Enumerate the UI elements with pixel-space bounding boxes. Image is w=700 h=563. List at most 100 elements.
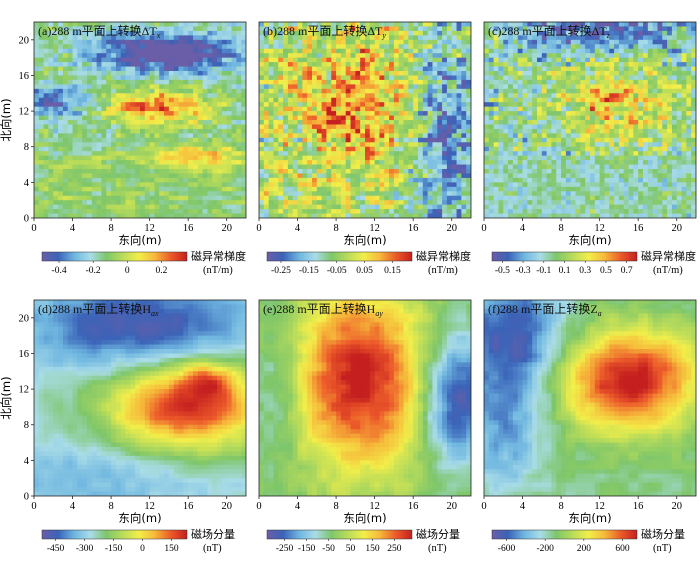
x-axis-label: 东向(m): [118, 233, 161, 247]
x-tick-label: 4: [295, 223, 301, 234]
colorbar-tick-label: 0.15: [384, 266, 401, 276]
x-tick-label: 16: [408, 223, 419, 234]
colorbar-tick-label: -450: [47, 544, 65, 554]
x-tick-label: 20: [221, 501, 232, 512]
x-tick-label: 8: [108, 223, 113, 234]
x-tick-label: 20: [446, 223, 457, 234]
colorbar-label: 磁异常梯度: [641, 249, 696, 263]
colorbar-unit: (nT/m): [428, 265, 458, 276]
y-tick-label: 8: [24, 142, 29, 153]
x-tick-label: 12: [369, 501, 380, 512]
panel-b: (b)288 m平面上转换ΔTy 0 4 8 12 16 20 东向(m) -0.25 -0.15…: [256, 21, 472, 276]
x-tick-label: 12: [369, 223, 380, 234]
colorbar: [41, 529, 188, 540]
colorbar-tick-label: -600: [498, 544, 516, 554]
colorbar-tick-label: 0: [140, 544, 145, 554]
heatmap-f: [484, 300, 696, 496]
x-tick-label: 4: [70, 223, 76, 234]
y-tick-label: 12: [19, 385, 30, 396]
x-tick-label: 8: [558, 501, 563, 512]
x-tick-label: 12: [594, 223, 605, 234]
y-axis-label: 北向(m): [0, 98, 13, 141]
x-tick-label: 16: [408, 501, 419, 512]
x-tick-label: 16: [633, 501, 644, 512]
panel-c: (c)288 m平面上转换ΔTz 0 4 8 12 16 20 东向(m) -0.5 -0.3 -0…: [481, 21, 697, 276]
colorbar-tick-label: 0.7: [621, 266, 633, 276]
heatmap-c: [484, 22, 696, 218]
colorbar-tick-label: -150: [298, 544, 316, 554]
colorbar-tick-label: 150: [164, 544, 179, 554]
x-axis-label: 东向(m): [343, 511, 386, 525]
x-tick-label: 0: [31, 501, 36, 512]
x-axis-label: 东向(m): [568, 511, 611, 525]
colorbar-label: 磁场分量: [191, 527, 235, 541]
panel-title: (f)288 m平面上转换Za: [488, 301, 602, 318]
panel-title: (e)288 m平面上转换Hay: [263, 301, 383, 318]
colorbar-label: 磁异常梯度: [416, 249, 471, 263]
y-tick-label: 20: [19, 313, 30, 324]
x-tick-label: 0: [256, 501, 261, 512]
heatmap-d: [34, 300, 246, 496]
colorbar-tick-label: -0.4: [52, 266, 67, 276]
panel-title: (c)288 m平面上转换ΔTz: [488, 23, 611, 40]
colorbar-tick-label: -150: [105, 544, 123, 554]
colorbar-label: 磁场分量: [416, 527, 460, 541]
y-tick-label: 16: [19, 349, 30, 360]
y-tick-label: 4: [24, 456, 30, 467]
colorbar-tick-label: 0.05: [356, 266, 373, 276]
colorbar-tick-label: -0.15: [299, 266, 319, 276]
colorbar: [491, 251, 638, 262]
x-tick-label: 4: [70, 501, 76, 512]
plot-frame: [258, 21, 472, 219]
colorbar: [41, 251, 188, 262]
colorbar-tick-label: 50: [346, 544, 356, 554]
colorbar-tick-label: -0.05: [327, 266, 347, 276]
x-tick-label: 4: [520, 501, 526, 512]
colorbar-unit: (nT): [203, 543, 222, 554]
x-tick-label: 16: [183, 501, 194, 512]
colorbar-tick-label: -0.25: [271, 266, 291, 276]
x-tick-label: 0: [481, 223, 486, 234]
colorbar-tick-label: 600: [615, 544, 630, 554]
colorbar: [266, 251, 413, 262]
colorbar-tick-label: -250: [276, 544, 294, 554]
x-tick-label: 16: [183, 223, 194, 234]
panel-d: (d)288 m平面上转换Hax 0 4 8 12 16 20 东向(m) 0 4 8 12 16 20 北…: [0, 299, 247, 554]
plot-frame: [483, 299, 697, 497]
colorbar-tick-label: -300: [76, 544, 94, 554]
x-tick-label: 0: [256, 223, 261, 234]
x-tick-label: 16: [633, 223, 644, 234]
y-tick-label: 0: [24, 214, 29, 225]
x-tick-label: 8: [333, 223, 338, 234]
y-tick-label: 20: [19, 35, 30, 46]
panel-title: (a)288 m平面上转换ΔTx: [38, 23, 161, 40]
colorbar-tick-label: 0.5: [600, 266, 612, 276]
x-tick-label: 12: [144, 501, 155, 512]
colorbar-tick-label: 0.2: [155, 266, 167, 276]
x-axis-label: 东向(m): [343, 233, 386, 247]
colorbar-tick-label: -50: [322, 544, 335, 554]
colorbar-tick-label: -0.2: [86, 266, 101, 276]
x-tick-label: 20: [446, 501, 457, 512]
x-axis-label: 东向(m): [118, 511, 161, 525]
colorbar-unit: (nT): [428, 543, 447, 554]
colorbar-tick-label: -200: [536, 544, 554, 554]
colorbar-unit: (nT): [653, 543, 672, 554]
x-tick-label: 8: [558, 223, 563, 234]
plot-frame: [258, 299, 472, 497]
colorbar-tick-label: 0: [125, 266, 130, 276]
x-tick-label: 0: [31, 223, 36, 234]
colorbar-label: 磁异常梯度: [191, 249, 246, 263]
x-tick-label: 12: [144, 223, 155, 234]
x-tick-label: 8: [333, 501, 338, 512]
y-axis-label: 北向(m): [0, 376, 13, 419]
colorbar-tick-label: -0.5: [495, 266, 510, 276]
colorbar-tick-label: -0.1: [536, 266, 551, 276]
y-tick-label: 16: [19, 71, 30, 82]
heatmap-e: [259, 300, 471, 496]
colorbar-label: 磁场分量: [641, 527, 685, 541]
colorbar: [491, 529, 638, 540]
colorbar-unit: (nT/m): [653, 265, 683, 276]
plot-frame: [33, 299, 247, 497]
